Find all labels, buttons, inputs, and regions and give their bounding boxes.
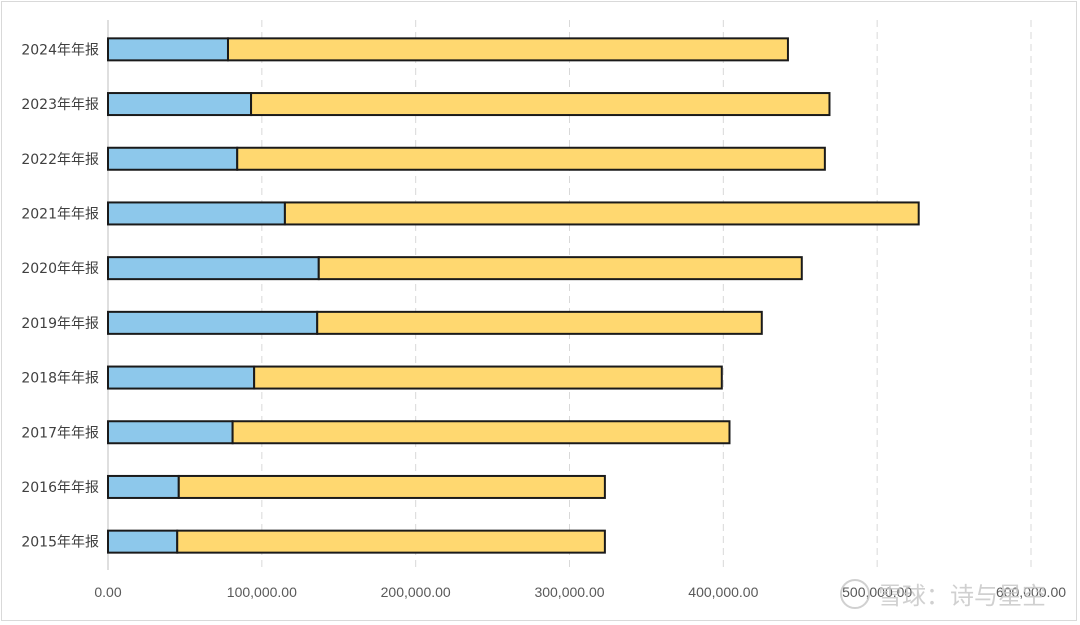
bar-segment-1 — [107, 256, 320, 281]
x-tick-label: 400,000.00 — [688, 584, 758, 600]
category-label: 2019年年报 — [21, 316, 99, 332]
category-label: 2016年年报 — [21, 480, 99, 496]
bar-segment-2 — [177, 474, 606, 499]
bar-segment-2 — [316, 310, 763, 335]
x-tick-label: 100,000.00 — [227, 584, 297, 600]
x-tick-label: 600,000.00 — [996, 584, 1066, 600]
bar-segment-1 — [107, 310, 319, 335]
bar-segment-1 — [107, 92, 253, 117]
bar-segment-2 — [231, 420, 731, 445]
bar-segment-1 — [107, 420, 234, 445]
bar-segment-1 — [107, 146, 239, 171]
category-label: 2017年年报 — [21, 425, 99, 441]
bar-segment-2 — [236, 146, 826, 171]
x-tick-label: 500,000.00 — [842, 584, 912, 600]
bar-segment-1 — [107, 201, 286, 226]
bar-segment-1 — [107, 474, 180, 499]
bar-segment-1 — [107, 365, 256, 390]
category-label: 2021年年报 — [21, 206, 99, 222]
category-label: 2023年年报 — [21, 97, 99, 113]
category-label: 2018年年报 — [21, 371, 99, 387]
bar-segment-2 — [253, 365, 723, 390]
bar-segment-2 — [250, 92, 831, 117]
category-label: 2022年年报 — [21, 152, 99, 168]
category-label: 2024年年报 — [21, 42, 99, 58]
x-tick-label: 300,000.00 — [534, 584, 604, 600]
bar-segment-2 — [226, 37, 789, 62]
bar-segment-2 — [283, 201, 920, 226]
x-tick-label: 200,000.00 — [381, 584, 451, 600]
category-label: 2020年年报 — [21, 261, 99, 277]
bar-segment-2 — [317, 256, 803, 281]
category-label: 2015年年报 — [21, 535, 99, 551]
bar-segment-2 — [176, 529, 606, 554]
bar-segment-1 — [107, 529, 179, 554]
bar-segment-1 — [107, 37, 229, 62]
x-tick-label: 0.00 — [94, 584, 121, 600]
